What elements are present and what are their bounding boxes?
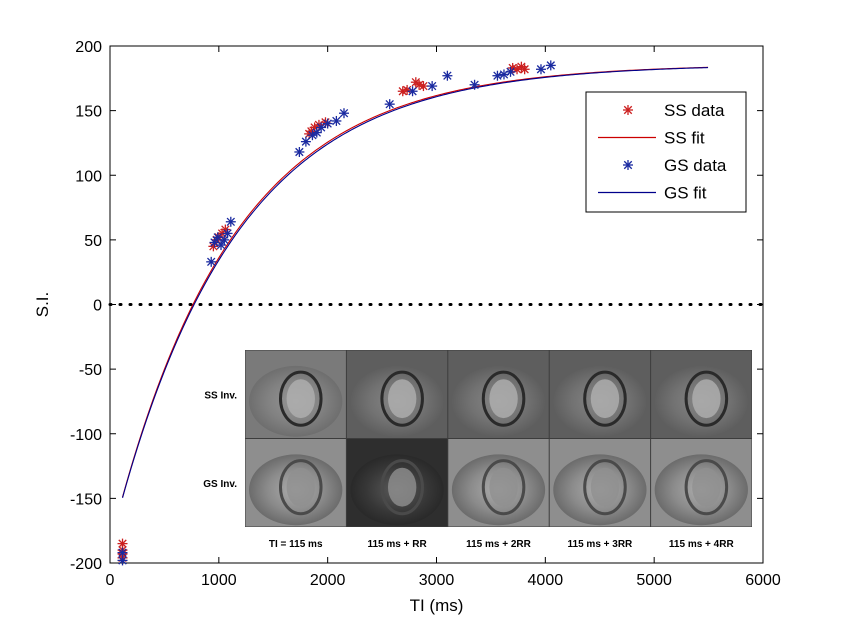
gs-data-point — [300, 136, 311, 147]
x-tick-label: 5000 — [636, 572, 672, 589]
legend-marker — [623, 105, 633, 115]
gs-data-point — [407, 86, 418, 97]
gs-data-point — [294, 146, 305, 157]
inset-cell — [245, 350, 346, 438]
x-tick-label: 1000 — [201, 572, 237, 589]
gs-data-point — [225, 216, 236, 227]
inset-cell — [651, 439, 752, 527]
y-tick-label: -100 — [70, 427, 102, 444]
gs-data-point — [322, 118, 333, 129]
inset-column-label: 115 ms + 2RR — [466, 539, 532, 550]
gs-data-point — [505, 66, 516, 77]
inset-cell — [549, 439, 651, 527]
gs-data-point — [492, 70, 503, 81]
ss-data-point — [519, 64, 530, 75]
gs-data-point — [206, 256, 217, 267]
y-tick-label: 200 — [75, 39, 102, 56]
gs-data-point — [219, 234, 230, 245]
inset-column-label: 115 ms + 4RR — [669, 539, 735, 550]
plot-area: 0 1000 2000 3000 4000 5000 6000-200-150-100-50… — [33, 39, 781, 615]
y-tick-label: -150 — [70, 491, 102, 508]
inset-column-label: 115 ms + 3RR — [568, 539, 634, 550]
ss-data-point — [418, 81, 429, 92]
inset-cell — [245, 439, 346, 527]
inset-row-label: SS Inv. — [204, 390, 237, 401]
inset-row-label: GS Inv. — [203, 479, 237, 490]
gs-data-point — [216, 240, 227, 251]
y-tick-label: 0 — [93, 298, 102, 315]
y-tick-label: 150 — [75, 104, 102, 121]
inset-column-label: 115 ms + RR — [367, 539, 427, 550]
gs-data-point — [384, 99, 395, 110]
y-tick-label: -200 — [70, 556, 102, 573]
y-tick-label: 100 — [75, 168, 102, 185]
legend-marker — [623, 160, 633, 170]
inset-cell — [346, 439, 448, 527]
gs-data-point — [442, 70, 453, 81]
inset-cell — [651, 350, 752, 438]
inset-column-label: TI = 115 ms — [269, 539, 323, 550]
y-tick-label: 50 — [84, 233, 102, 250]
gs-data-point — [338, 108, 349, 119]
legend-label: GS data — [664, 156, 727, 175]
y-tick-label: -50 — [79, 362, 102, 379]
x-tick-label: 6000 — [745, 572, 781, 589]
inset-cell — [346, 350, 448, 438]
gs-data-point — [117, 555, 128, 566]
gs-data-point — [331, 115, 342, 126]
gs-data-point — [469, 79, 480, 90]
inset-cell — [448, 439, 549, 527]
x-tick-label: 0 — [106, 572, 115, 589]
legend-label: GS fit — [664, 184, 707, 203]
gs-data-point — [535, 64, 546, 75]
x-tick-label: 3000 — [419, 572, 455, 589]
fit-line-gs-fit — [121, 67, 709, 498]
legend-label: SS data — [664, 101, 725, 120]
x-axis-label: TI (ms) — [410, 596, 464, 615]
gs-data-point — [545, 60, 556, 71]
gs-data-point — [222, 228, 233, 239]
x-tick-label: 2000 — [310, 572, 346, 589]
gs-data-point — [427, 81, 438, 92]
x-tick-label: 4000 — [528, 572, 564, 589]
y-axis-label: S.I. — [33, 292, 52, 318]
legend-label: SS fit — [664, 129, 705, 148]
inset-cell — [448, 350, 549, 438]
inset-cell — [549, 350, 651, 438]
